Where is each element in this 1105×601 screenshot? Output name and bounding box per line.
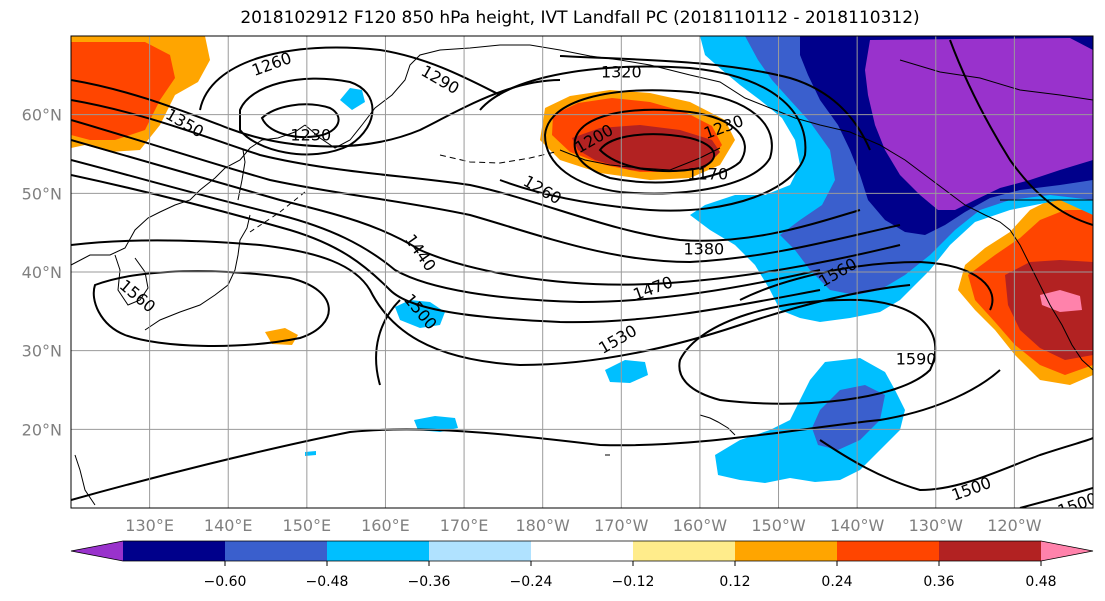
ivt-shade-california <box>1005 260 1093 360</box>
height-contour-1500 <box>71 174 821 324</box>
lon-tick-label: 120°W <box>987 516 1042 535</box>
contour-label-text: 1380 <box>683 239 724 258</box>
ivt-shade-pocket <box>305 451 316 456</box>
colorbar-segment <box>123 541 226 561</box>
height-contour-1230 <box>543 89 773 195</box>
coastline-aleutian-chain <box>439 151 556 164</box>
colorbar-tick-label: −0.36 <box>408 574 451 590</box>
lat-tick-label: 50°N <box>22 184 62 203</box>
map-frame <box>70 35 1094 509</box>
height-contour-1410 <box>71 119 901 264</box>
colorbar-tick-label: −0.60 <box>204 574 247 590</box>
height-contour-1230 <box>260 103 340 138</box>
colorbar-tick-label: 0.12 <box>719 574 750 590</box>
colorbar-extend-high <box>1041 541 1093 561</box>
lon-tick-label: 150°W <box>751 516 806 535</box>
colorbar-outline <box>70 540 1094 562</box>
colorbar-tick-label: −0.48 <box>306 574 349 590</box>
height-contour-1440 <box>71 139 901 286</box>
latitude-labels: 60°N 50°N 40°N 30°N 20°N <box>22 106 62 440</box>
height-contour-1260 <box>239 77 374 156</box>
colorbar-segment <box>633 541 736 561</box>
coastline-sakhalin <box>237 149 246 201</box>
longitude-labels: 130°E 140°E 150°E 160°E 170°E 180°W 170°W 160°W… <box>125 516 1041 535</box>
height-contour-1500-south <box>71 369 1001 501</box>
height-contour-1290 <box>199 46 501 111</box>
colorbar-segment <box>735 541 838 561</box>
ivt-negative-shading <box>305 36 1093 483</box>
colorbar-tick-label: −0.12 <box>612 574 655 590</box>
lon-tick-label: 170°W <box>594 516 649 535</box>
colorbar-segment <box>939 541 1042 561</box>
colorbar-tick-label: 0.36 <box>923 574 954 590</box>
contour-label: 1590 <box>896 350 937 369</box>
height-contour-1260 <box>479 65 807 212</box>
height-contour-1170 <box>598 133 716 172</box>
colorbar-extend-low <box>71 541 123 561</box>
colorbar-segment <box>429 541 532 561</box>
colorbar-segment <box>225 541 328 561</box>
contour-label: 1230 <box>290 125 331 144</box>
height-contour-1380 <box>71 99 861 242</box>
height-contour-1470-east <box>949 39 1093 226</box>
lon-tick-label: 140°E <box>204 516 253 535</box>
colorbar-segment <box>327 541 430 561</box>
contour-label-text: 1230 <box>290 125 331 144</box>
colorbar-segment <box>837 541 940 561</box>
lon-tick-label: 180°W <box>516 516 571 535</box>
ivt-shade-pocket <box>340 88 365 110</box>
map-title: 2018102912 F120 850 hPa height, IVT Land… <box>240 8 920 28</box>
gridlines <box>71 36 1093 508</box>
lat-tick-label: 30°N <box>22 342 62 361</box>
lat-tick-label: 20°N <box>22 420 62 439</box>
contour-label-text: 1170 <box>687 165 728 184</box>
colorbar: −0.60 −0.48 −0.36 −0.24 −0.12 0.12 0.24 0.36 0.4… <box>70 540 1094 590</box>
lon-tick-label: 150°E <box>283 516 332 535</box>
ivt-positive-shading <box>71 36 1093 385</box>
ivt-shade-pocket <box>414 416 458 432</box>
colorbar-tick-label: −0.24 <box>510 574 553 590</box>
contour-label-text: 1320 <box>601 62 642 81</box>
height-contour-1590 <box>678 298 937 405</box>
lat-tick-label: 60°N <box>22 106 62 125</box>
height-contour-1560 <box>92 270 330 347</box>
coastline-kurils <box>249 191 306 233</box>
colorbar-tick-label: 0.48 <box>1025 574 1056 590</box>
lon-tick-label: 160°E <box>361 516 410 535</box>
coastline-hawaii <box>699 414 736 436</box>
lon-tick-label: 130°W <box>909 516 964 535</box>
height-contour-1500-tail <box>819 437 1093 492</box>
coastline-philippines <box>74 454 96 506</box>
lon-tick-label: 130°E <box>125 516 174 535</box>
ivt-shade-pocket <box>605 360 648 383</box>
ivt-shade-alaska-arc <box>865 38 1093 210</box>
lon-tick-label: 140°W <box>830 516 885 535</box>
colorbar-segment <box>531 541 634 561</box>
lon-tick-label: 160°W <box>673 516 728 535</box>
height-contour-1500-edge <box>1019 487 1093 508</box>
lat-tick-label: 40°N <box>22 263 62 282</box>
contour-label: 1320 <box>601 62 642 81</box>
colorbar-tick-label: 0.24 <box>821 574 852 590</box>
height-contour-1200 <box>573 108 746 184</box>
coastline-canada-inland <box>899 59 1093 101</box>
height-contour-1530-south <box>375 299 401 386</box>
contour-label-text: 1590 <box>896 350 937 369</box>
ivt-shade-pocket <box>395 300 445 328</box>
contour-label: 1380 <box>683 239 724 258</box>
contour-label: 1170 <box>687 165 728 184</box>
height-contour-1350 <box>71 79 561 148</box>
coastline-kamchatka <box>304 44 691 149</box>
lon-tick-label: 170°E <box>440 516 489 535</box>
